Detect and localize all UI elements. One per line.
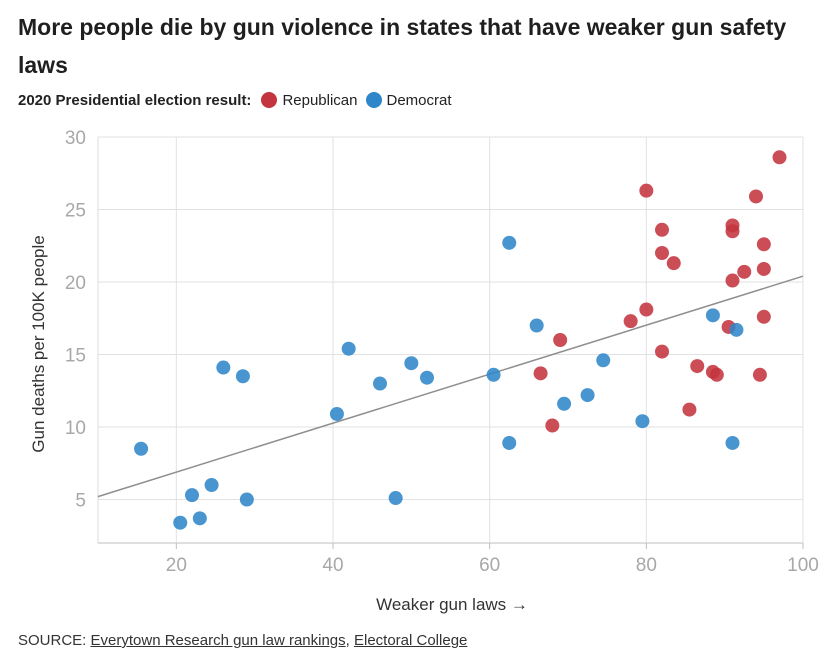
point-democrat[interactable] — [388, 491, 403, 506]
point-democrat[interactable] — [341, 341, 356, 356]
source-separator: , — [345, 632, 354, 649]
point-democrat[interactable] — [216, 360, 231, 375]
trend-line-path — [97, 275, 804, 498]
chart-title: More people die by gun violence in state… — [18, 14, 787, 78]
point-republican[interactable] — [752, 367, 767, 382]
legend-title: 2020 Presidential election result: — [18, 91, 252, 109]
legend: 2020 Presidential election result: Repub… — [18, 88, 460, 112]
x-tick-label: 80 — [636, 555, 657, 576]
point-republican[interactable] — [725, 224, 740, 239]
source-prefix: SOURCE: — [18, 632, 91, 649]
x-tick-label: 60 — [479, 555, 500, 576]
point-democrat[interactable] — [705, 308, 720, 323]
point-democrat[interactable] — [173, 515, 188, 530]
legend-swatch-republican — [261, 92, 278, 108]
point-democrat[interactable] — [329, 406, 344, 421]
point-republican[interactable] — [709, 367, 724, 382]
x-axis-label: Weaker gun laws → — [376, 595, 528, 614]
point-republican[interactable] — [690, 359, 705, 374]
point-democrat[interactable] — [235, 369, 250, 384]
point-republican[interactable] — [756, 261, 771, 276]
point-republican[interactable] — [725, 273, 740, 288]
source-line: SOURCE: Everytown Research gun law ranki… — [18, 632, 467, 649]
point-republican[interactable] — [639, 183, 654, 198]
point-republican[interactable] — [639, 302, 654, 317]
point-democrat[interactable] — [502, 435, 517, 450]
point-republican[interactable] — [666, 256, 681, 271]
point-republican[interactable] — [655, 344, 669, 359]
point-democrat[interactable] — [404, 356, 419, 371]
point-democrat[interactable] — [192, 511, 207, 526]
y-tick-labels: 5 10 15 20 25 30 — [65, 128, 86, 512]
point-democrat[interactable] — [486, 367, 501, 382]
data-points — [134, 150, 787, 530]
point-democrat[interactable] — [580, 388, 595, 403]
point-democrat[interactable] — [185, 488, 199, 503]
y-tick-label: 25 — [65, 201, 86, 222]
point-democrat[interactable] — [134, 441, 149, 456]
legend-label-republican: Republican — [282, 91, 358, 109]
y-tick-label: 5 — [75, 491, 86, 512]
point-republican[interactable] — [749, 189, 763, 204]
point-republican[interactable] — [655, 246, 669, 260]
point-democrat[interactable] — [596, 353, 611, 368]
point-democrat[interactable] — [239, 492, 254, 507]
y-tick-label: 15 — [65, 346, 86, 367]
point-democrat[interactable] — [635, 414, 650, 429]
point-democrat[interactable] — [557, 396, 572, 411]
point-republican[interactable] — [772, 150, 787, 165]
point-republican[interactable] — [756, 237, 771, 252]
legend-item-republican: Republican — [261, 91, 358, 109]
y-tick-label: 30 — [65, 128, 86, 149]
point-democrat[interactable] — [725, 435, 740, 450]
y-tick-label: 20 — [65, 273, 86, 294]
trend-line — [97, 275, 804, 498]
legend-swatch-democrat — [365, 92, 382, 108]
y-tick-label: 10 — [65, 418, 86, 439]
point-republican[interactable] — [623, 314, 638, 329]
x-tick-label: 100 — [787, 555, 819, 576]
point-republican[interactable] — [655, 222, 669, 237]
point-democrat[interactable] — [502, 235, 517, 250]
source-link-everytown[interactable]: Everytown Research gun law rankings — [90, 632, 346, 649]
x-tick-labels: 20 40 60 80 100 — [166, 555, 819, 576]
point-republican[interactable] — [533, 366, 548, 381]
point-republican[interactable] — [756, 309, 771, 324]
y-axis-label: Gun deaths per 100K people — [29, 235, 48, 452]
point-republican[interactable] — [545, 418, 560, 433]
legend-item-democrat: Democrat — [365, 91, 452, 109]
point-democrat[interactable] — [729, 322, 744, 337]
x-tick-label: 40 — [322, 555, 343, 576]
point-republican[interactable] — [737, 264, 752, 279]
point-republican[interactable] — [553, 333, 568, 347]
point-democrat[interactable] — [373, 376, 387, 391]
legend-label-democrat: Democrat — [386, 91, 452, 109]
point-democrat[interactable] — [204, 478, 219, 492]
point-democrat[interactable] — [420, 370, 434, 385]
source-link-electoral-college[interactable]: Electoral College — [353, 632, 468, 649]
point-republican[interactable] — [682, 402, 697, 417]
point-democrat[interactable] — [529, 318, 544, 333]
x-tick-label: 20 — [166, 555, 187, 576]
grid-lines — [97, 136, 804, 549]
